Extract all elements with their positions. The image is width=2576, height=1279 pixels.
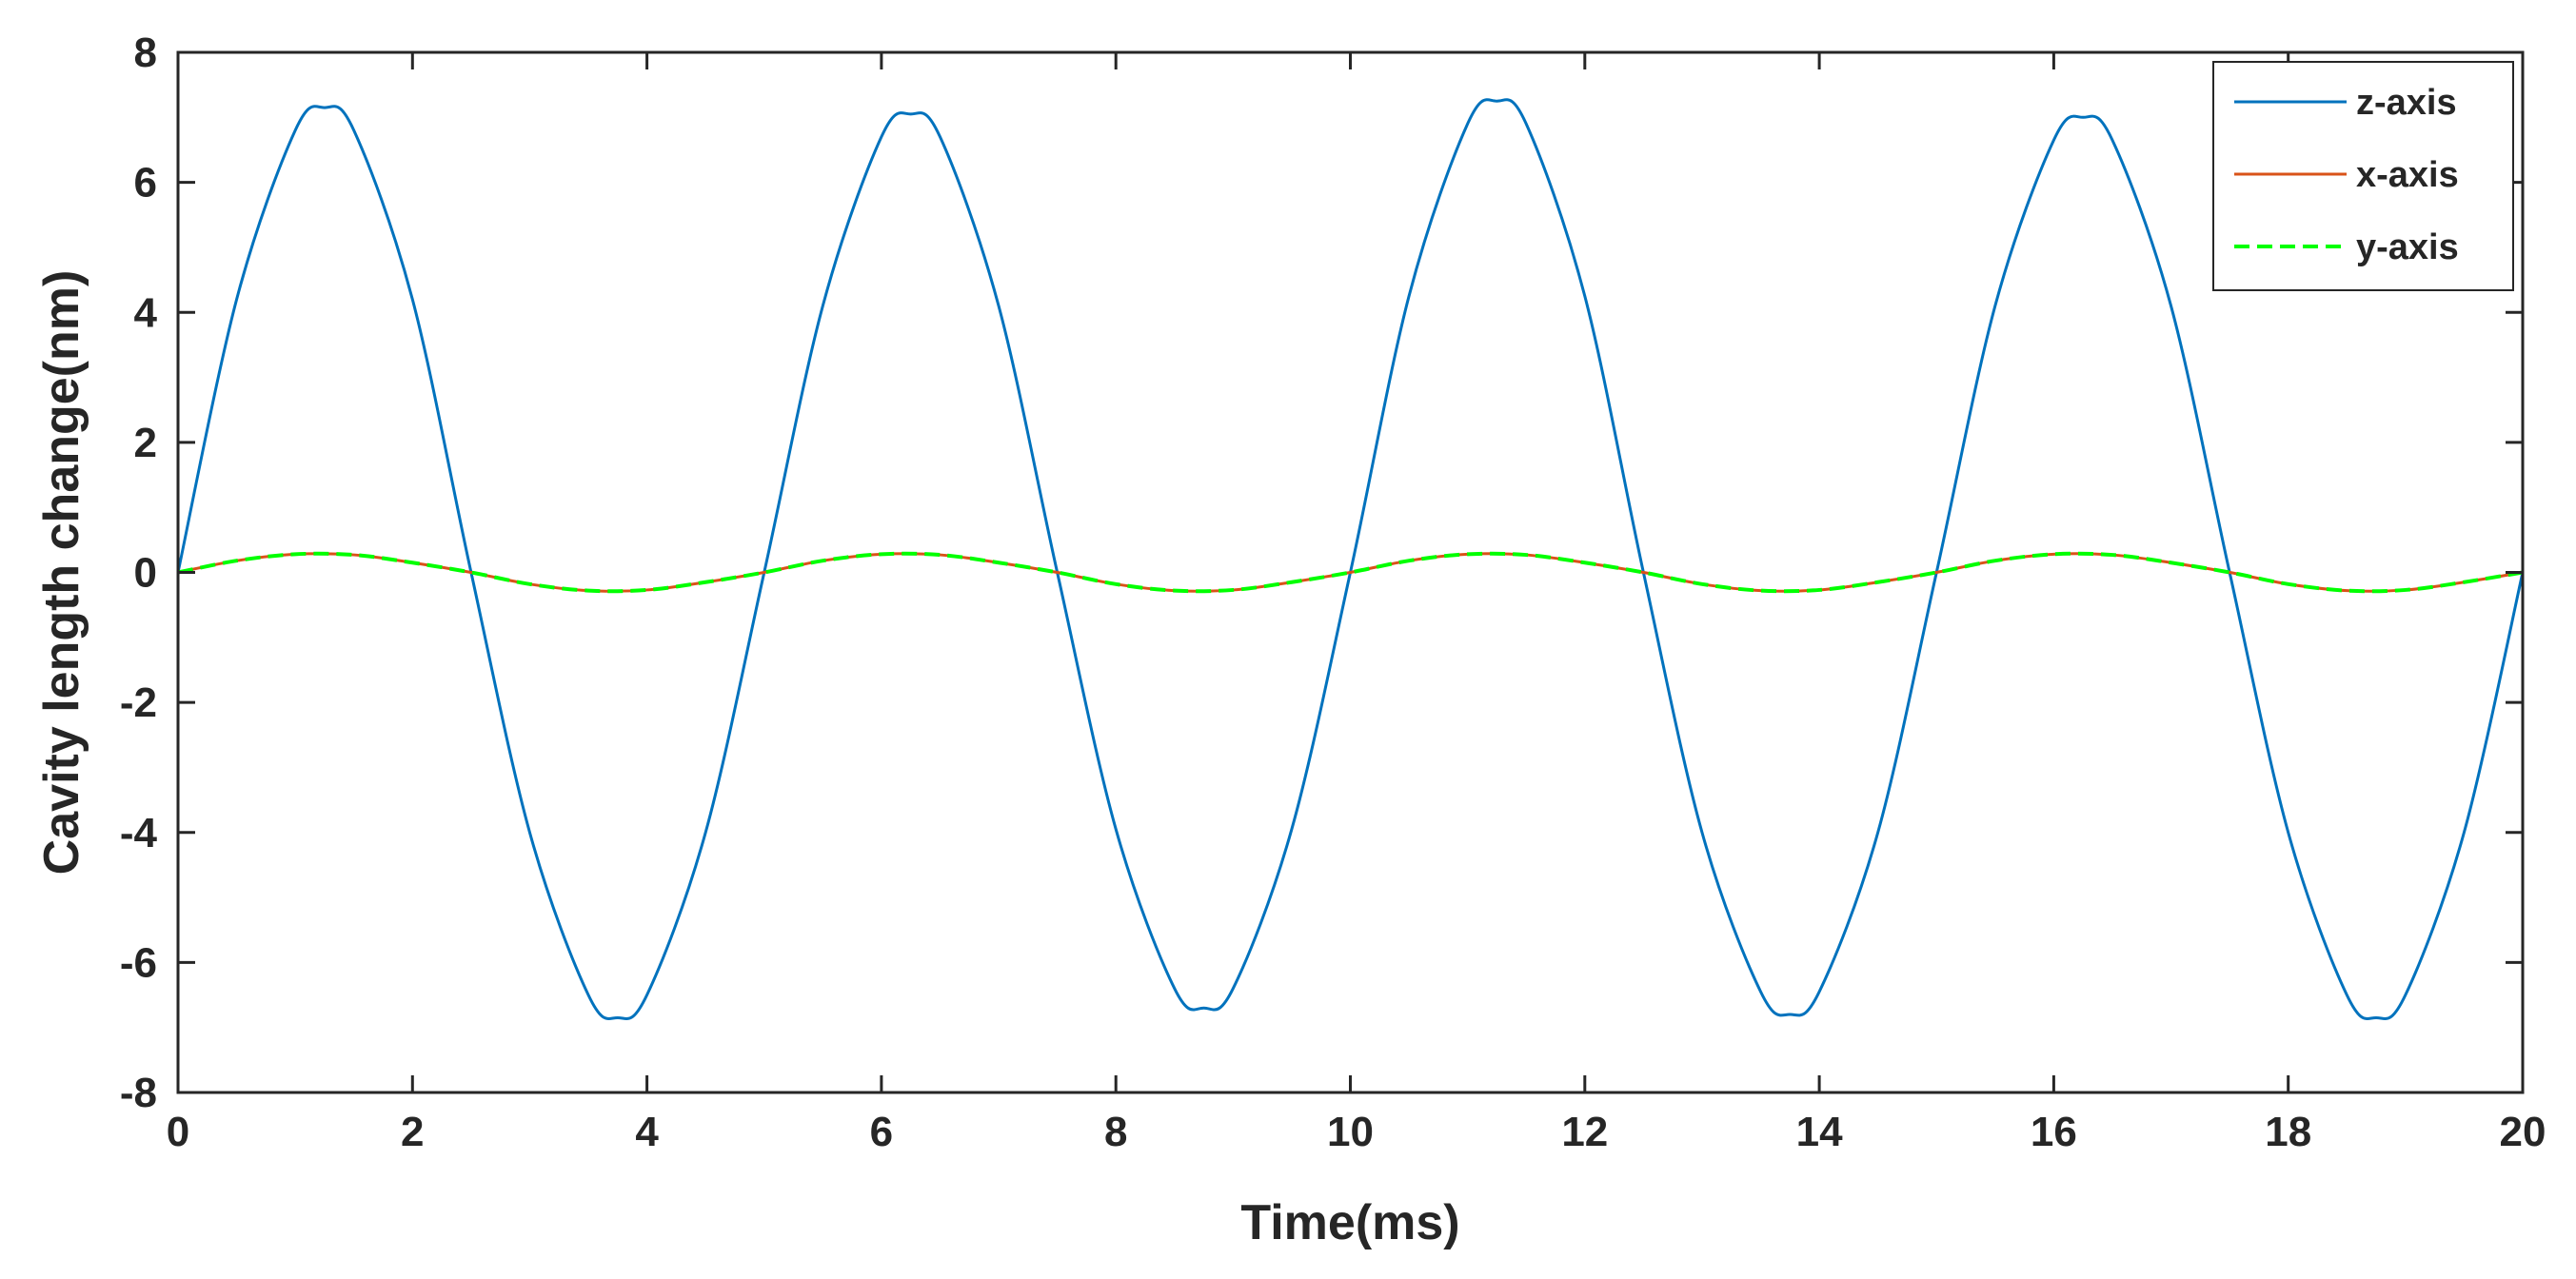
x-tick-label: 8 (1104, 1109, 1127, 1155)
legend: z-axis x-axis y-axis (2212, 61, 2514, 291)
x-tick-label: 14 (1796, 1109, 1843, 1155)
x-tick-label: 20 (2500, 1109, 2546, 1155)
x-tick-label: 2 (401, 1109, 424, 1155)
y-tick-label: 0 (134, 550, 157, 597)
x-tick-label: 6 (870, 1109, 893, 1155)
legend-label: x-axis (2356, 155, 2459, 195)
x-tick-label: 4 (635, 1109, 659, 1155)
y-tick-label: -8 (120, 1070, 157, 1116)
y-tick-label: -2 (120, 679, 157, 726)
x-tick-label: 18 (2265, 1109, 2311, 1155)
y-tick-label: 6 (134, 160, 157, 207)
series-layer (176, 98, 2525, 1020)
x-tick-label: 0 (167, 1109, 189, 1155)
x-tick-label: 12 (1561, 1109, 1608, 1155)
x-axis-label: Time(ms) (1240, 1195, 1459, 1250)
legend-label: y-axis (2356, 227, 2459, 267)
y-tick-label: 2 (134, 420, 157, 466)
legend-box (2212, 61, 2514, 291)
y-tick-label: -6 (120, 939, 157, 986)
y-tick-labels: -8 -6 -4 -2 0 2 4 6 8 (120, 30, 158, 1116)
y-tick-label: -4 (120, 810, 158, 856)
plot-frame (176, 50, 2525, 1094)
y-tick-label: 8 (134, 30, 157, 76)
x-tick-label: 16 (2031, 1109, 2077, 1155)
y-tick-label: 4 (134, 289, 158, 336)
x-tick-label: 10 (1327, 1109, 1374, 1155)
x-tick-labels: 0 2 4 6 8 10 12 14 16 18 20 (167, 1109, 2546, 1155)
y-axis-label: Cavity length change(nm) (34, 270, 89, 876)
legend-label: z-axis (2356, 83, 2457, 123)
series-line-y-axis (177, 551, 2524, 594)
